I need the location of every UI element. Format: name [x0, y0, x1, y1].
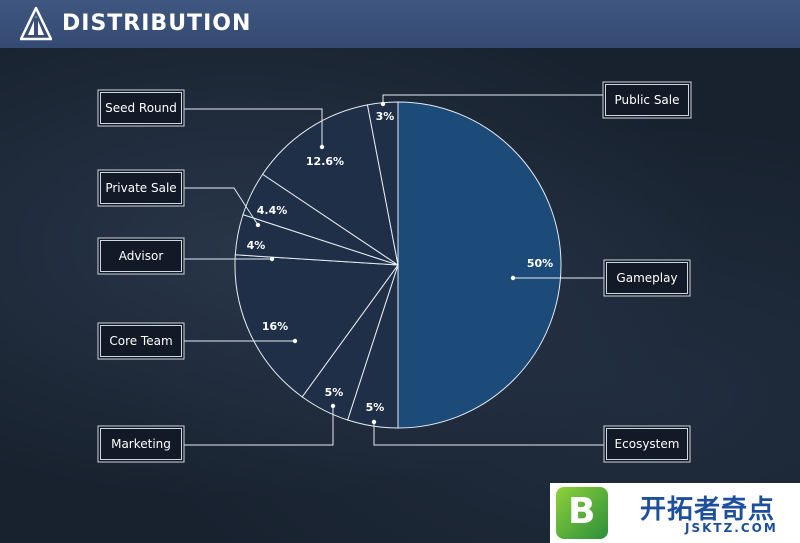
legend-label-core-team: Core Team	[109, 334, 172, 348]
watermark-brand-cn: 开拓者奇点	[640, 495, 776, 525]
pie-chart: Gameplay 50% Ecosystem 5% Marketing 5% Core Te…	[97, 81, 692, 463]
label-box-ecosystem	[603, 425, 691, 463]
label-box-public-sale	[602, 81, 692, 119]
label-box-inner-core-team	[100, 325, 182, 357]
data-label-advisor: 4%	[247, 239, 266, 252]
leader-dot-marketing	[330, 403, 336, 409]
leader-line-public-sale	[382, 94, 603, 104]
pie-slice-gameplay	[397, 101, 562, 429]
label-box-inner-seed-round	[100, 92, 182, 124]
pie-slice-seed-round	[261, 104, 399, 267]
leader-line-seed-round	[184, 108, 323, 147]
label-box-inner-marketing	[100, 428, 182, 460]
watermark-logo-icon: B	[556, 487, 608, 539]
label-box-core-team	[97, 322, 185, 360]
legend-label-ecosystem: Ecosystem	[615, 437, 680, 451]
legend-label-private-sale: Private Sale	[105, 181, 176, 195]
label-box-seed-round	[97, 89, 185, 127]
legend-label-gameplay: Gameplay	[616, 271, 677, 285]
data-label-core-team: 16%	[262, 320, 288, 333]
label-box-inner-public-sale	[605, 84, 689, 116]
leader-dot-ecosystem	[371, 419, 377, 425]
label-box-gameplay	[603, 259, 691, 297]
chart-area: Gameplay 50% Ecosystem 5% Marketing 5% Core Te…	[0, 48, 800, 543]
legend-label-advisor: Advisor	[119, 249, 164, 263]
leader-line-private-sale	[184, 187, 259, 226]
watermark: B 开拓者奇点 JSKTZ.COM	[550, 483, 800, 543]
page-title: DISTRIBUTION	[62, 11, 252, 36]
logo-icon	[20, 7, 52, 41]
label-box-inner-ecosystem	[606, 428, 688, 460]
leader-line-ecosystem	[373, 422, 604, 446]
leader-dot-core-team	[292, 338, 298, 344]
leader-dot-public-sale	[380, 101, 386, 107]
label-box-advisor	[97, 237, 185, 275]
leader-dot-seed-round	[319, 144, 325, 150]
label-box-inner-advisor	[100, 240, 182, 272]
legend-label-public-sale: Public Sale	[614, 93, 679, 107]
legend-label-marketing: Marketing	[111, 437, 171, 451]
data-label-marketing: 5%	[325, 386, 344, 399]
header-bar: DISTRIBUTION	[0, 0, 800, 49]
data-label-gameplay: 50%	[527, 257, 553, 270]
leader-dot-private-sale	[255, 222, 261, 228]
label-box-marketing	[97, 425, 185, 463]
leader-line-marketing	[184, 406, 334, 446]
data-label-ecosystem: 5%	[366, 401, 385, 414]
label-box-inner-gameplay	[606, 262, 688, 294]
watermark-brand-en: JSKTZ.COM	[685, 521, 778, 535]
legend-label-seed-round: Seed Round	[105, 101, 177, 115]
pie-slice-core-team	[234, 254, 399, 398]
data-label-private-sale: 4.4%	[257, 204, 288, 217]
label-box-inner-private-sale	[100, 172, 182, 204]
label-box-private-sale	[97, 169, 185, 207]
watermark-logo-letter: B	[568, 491, 596, 532]
leader-dot-gameplay	[510, 275, 516, 281]
data-label-public-sale: 3%	[376, 110, 395, 123]
data-label-seed-round: 12.6%	[306, 155, 344, 168]
leader-dot-advisor	[269, 256, 275, 262]
